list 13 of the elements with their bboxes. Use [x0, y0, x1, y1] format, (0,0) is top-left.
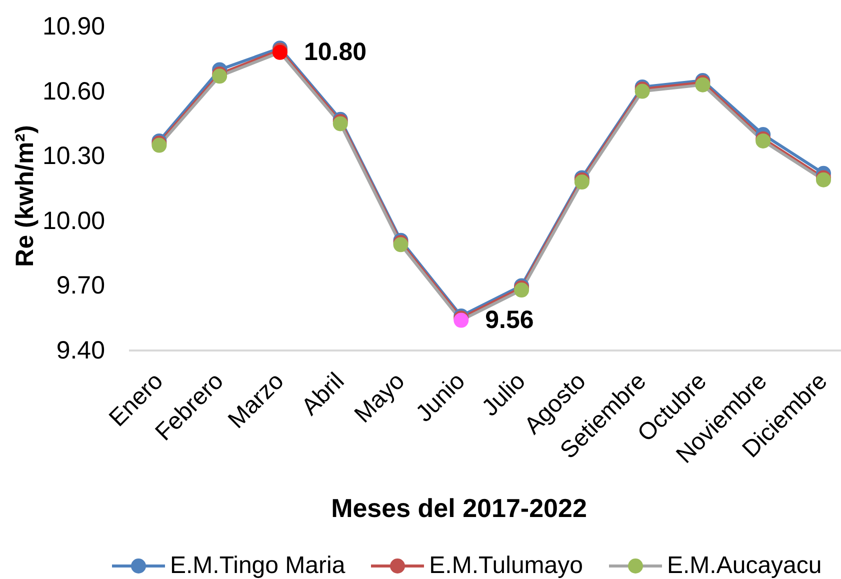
legend-label: E.M.Tingo Maria [170, 552, 346, 579]
y-tick-label: 9.70 [56, 272, 105, 300]
y-tick-label: 9.40 [56, 336, 105, 364]
x-axis-title: Meses del 2017-2022 [331, 493, 587, 523]
legend-label: E.M.Aucayacu [667, 552, 822, 579]
y-tick-label: 10.30 [42, 142, 105, 170]
y-axis-title: Re (kwh/m²) [11, 125, 39, 267]
y-tick-label: 10.00 [42, 206, 105, 235]
data-label: 9.56 [485, 306, 534, 334]
y-tick-label: 10.90 [42, 12, 105, 40]
data-label: 10.80 [304, 38, 367, 66]
y-tick-label: 10.60 [42, 77, 105, 106]
legend-label: E.M.Tulumayo [429, 552, 583, 579]
